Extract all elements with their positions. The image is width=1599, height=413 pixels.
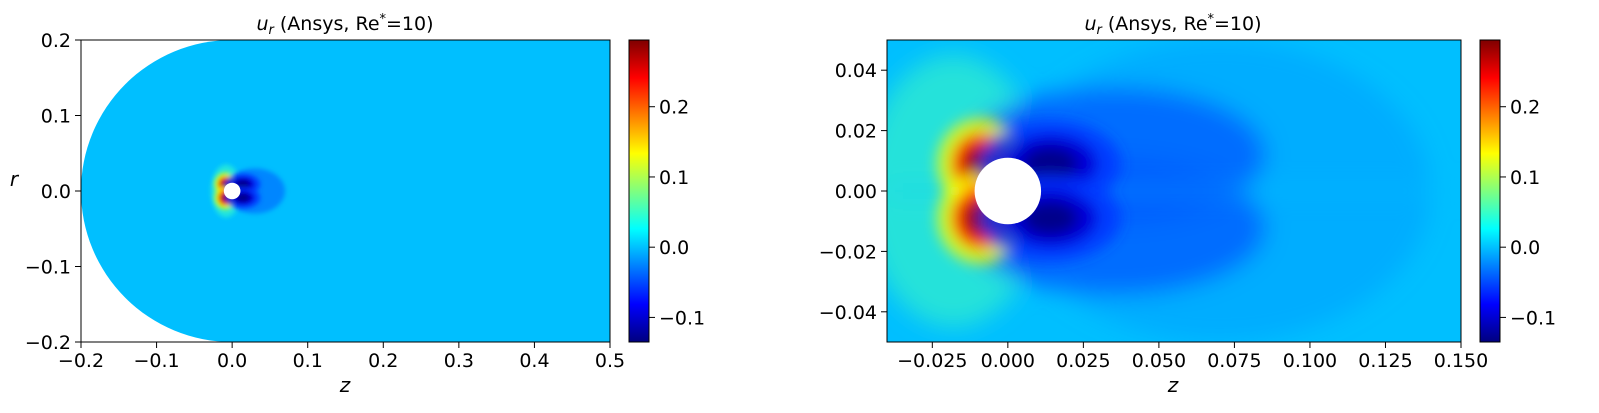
y-tick-label: −0.1 (25, 257, 71, 279)
left-x-axis: −0.2 −0.1 0.0 0.1 0.2 0.3 0.4 0.5 (58, 342, 625, 372)
flow-domain (81, 40, 610, 342)
colorbar-tick-label: 0.0 (1510, 237, 1540, 259)
x-tick-label: 0.1 (293, 350, 323, 372)
x-tick-label: 0.025 (1056, 350, 1110, 372)
x-tick-label: 0.000 (981, 350, 1035, 372)
x-tick-label: −0.2 (58, 350, 104, 372)
y-tick-label: 0.00 (835, 181, 877, 203)
x-tick-label: 0.125 (1358, 350, 1412, 372)
y-tick-label: −0.04 (819, 302, 877, 324)
right-colorbar: −0.1 0.0 0.1 0.2 (1479, 39, 1556, 343)
colorbar-tick-label: 0.2 (1510, 97, 1540, 119)
y-tick-label: 0.1 (41, 106, 71, 128)
x-tick-label: 0.2 (368, 350, 398, 372)
y-tick-label: −0.2 (25, 332, 71, 354)
left-colorbar: −0.1 0.0 0.1 0.2 (628, 39, 705, 343)
left-x-axis-label: z (339, 373, 351, 397)
colorbar-tick-label: 0.1 (659, 167, 689, 189)
right-y-axis: −0.04 −0.02 0.00 0.02 0.04 (819, 60, 887, 324)
left-panel: ur (Ansys, Re*=10) −0.2 −0.1 0.0 0.1 0.2 0.3 0… (10, 12, 705, 397)
y-tick-label: −0.02 (819, 241, 877, 263)
x-tick-label: 0.0 (217, 350, 247, 372)
x-tick-label: −0.1 (134, 350, 180, 372)
sphere (974, 157, 1042, 225)
colorbar-gradient (628, 39, 650, 343)
y-tick-label: 0.04 (835, 60, 877, 82)
colorbar-gradient (1479, 39, 1501, 343)
x-tick-label: 0.4 (519, 350, 549, 372)
colorbar-tick-label: −0.1 (659, 307, 705, 329)
right-x-axis-label: z (1167, 373, 1179, 397)
extremum-core-3 (1022, 201, 1078, 236)
x-tick-label: 0.075 (1207, 350, 1261, 372)
colorbar-tick-label: 0.0 (659, 237, 689, 259)
colorbar-tick-label: 0.2 (659, 97, 689, 119)
right-x-axis: −0.025 0.000 0.025 0.050 0.075 0.100 0.125 0.15… (897, 342, 1488, 372)
left-y-axis: −0.2 −0.1 0.0 0.1 0.2 (25, 30, 81, 354)
extremum-core-2 (1022, 146, 1078, 181)
right-panel: ur (Ansys, Re*=10) −0.025 0.000 0.025 0.050… (819, 12, 1556, 397)
x-tick-label: 0.3 (444, 350, 474, 372)
right-plot-area (887, 40, 1461, 342)
x-tick-label: 0.100 (1283, 350, 1337, 372)
colorbar-tick-label: −0.1 (1510, 307, 1556, 329)
sphere (223, 182, 241, 200)
x-tick-label: 0.150 (1434, 350, 1488, 372)
extremum-core-2 (235, 179, 250, 189)
x-tick-label: 0.5 (595, 350, 625, 372)
axis-band (887, 186, 1461, 196)
y-tick-label: 0.2 (41, 30, 71, 52)
extremum-core-3 (235, 193, 250, 203)
y-tick-label: 0.0 (41, 181, 71, 203)
colorbar-tick-label: 0.1 (1510, 167, 1540, 189)
left-plot-area (81, 40, 610, 342)
x-tick-label: −0.025 (897, 350, 967, 372)
y-tick-label: 0.02 (835, 121, 877, 143)
x-tick-label: 0.050 (1132, 350, 1186, 372)
left-title: ur (Ansys, Re*=10) (256, 12, 433, 38)
right-title: ur (Ansys, Re*=10) (1084, 12, 1261, 38)
left-y-axis-label: r (10, 167, 20, 191)
